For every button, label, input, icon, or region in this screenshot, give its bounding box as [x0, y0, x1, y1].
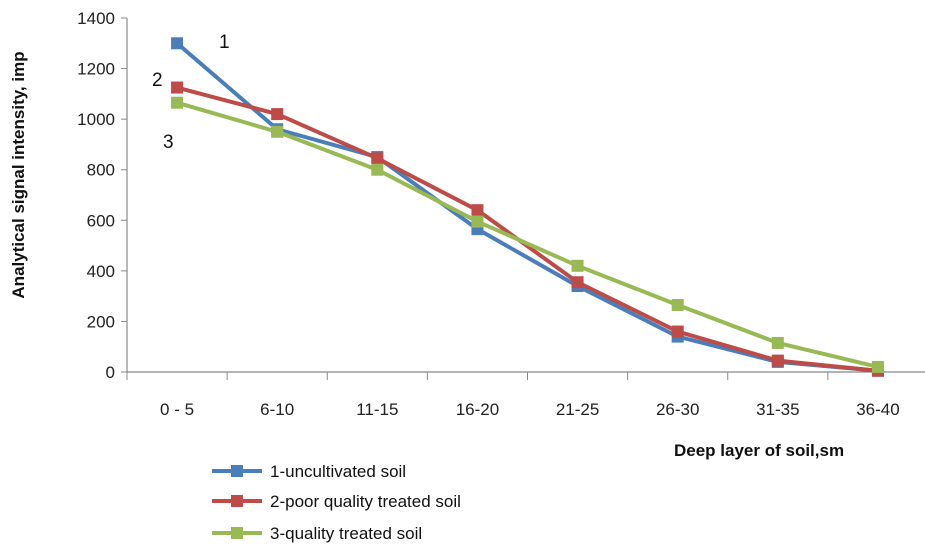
x-tick-label: 16-20: [456, 400, 499, 419]
data-point: [771, 336, 784, 349]
series-annotation-2: 2: [152, 70, 163, 91]
legend-label-3: 3-quality treated soil: [270, 524, 422, 543]
series-line-2: [176, 85, 879, 373]
data-point: [571, 259, 584, 272]
legend-item-3: 3-quality treated soil: [212, 524, 422, 543]
series-annotation-3: 3: [163, 132, 174, 153]
x-tick-label: 36-40: [856, 400, 899, 419]
data-point: [471, 204, 484, 217]
data-point: [171, 81, 184, 94]
data-point: [371, 152, 384, 165]
series-line-3: [176, 100, 879, 369]
data-point: [271, 108, 284, 121]
series-2: [171, 81, 884, 377]
series-layer: [171, 37, 884, 377]
series-annotation-1: 1: [219, 32, 230, 53]
legend-item-2: 2-poor quality treated soil: [212, 492, 461, 511]
y-tick-label: 1000: [77, 110, 115, 129]
y-tick-label: 1400: [77, 9, 115, 28]
x-tick-label: 11-15: [356, 400, 398, 419]
y-tick-label: 1200: [77, 60, 115, 79]
data-point: [671, 325, 684, 338]
series-3: [171, 96, 884, 373]
y-tick-label: 600: [87, 211, 115, 230]
data-point: [171, 96, 184, 109]
legend-swatch-marker-1: [231, 465, 243, 477]
legend-label-1: 1-uncultivated soil: [270, 462, 406, 481]
data-point: [371, 163, 384, 176]
data-point: [771, 354, 784, 367]
y-tick-label: 0: [106, 363, 115, 382]
data-point: [171, 37, 184, 50]
data-point: [471, 215, 484, 228]
legend-swatch-marker-3: [231, 527, 243, 539]
x-tick-label: 6-10: [260, 400, 294, 419]
series-1: [171, 37, 884, 377]
y-axis-ticks: 0 200 400 600 800 1000 1200 1400: [77, 9, 127, 382]
data-point: [271, 125, 284, 138]
y-tick-label: 800: [87, 161, 115, 180]
data-point: [671, 298, 684, 311]
x-tick-label: 0 - 5: [160, 400, 194, 419]
legend-item-1: 1-uncultivated soil: [212, 462, 406, 481]
x-tick-label: 26-30: [656, 400, 699, 419]
data-point: [871, 360, 884, 373]
y-axis-title: Analytical signal intensity, imp: [9, 51, 28, 298]
x-tick-label: 21-25: [556, 400, 599, 419]
y-tick-label: 400: [87, 262, 115, 281]
legend: 1-uncultivated soil 2-poor quality treat…: [212, 462, 461, 543]
x-axis-ticks: 0 - 5 6-10 11-15 16-20 21-25 26-30 31-35 36-40: [126, 372, 900, 419]
x-tick-label: 31-35: [756, 400, 799, 419]
legend-swatch-marker-2: [231, 495, 243, 507]
x-axis-title: Deep layer of soil,sm: [674, 441, 844, 460]
data-point: [571, 276, 584, 289]
series-line-1: [175, 41, 879, 373]
y-tick-label: 200: [87, 312, 115, 331]
legend-label-2: 2-poor quality treated soil: [270, 492, 461, 511]
